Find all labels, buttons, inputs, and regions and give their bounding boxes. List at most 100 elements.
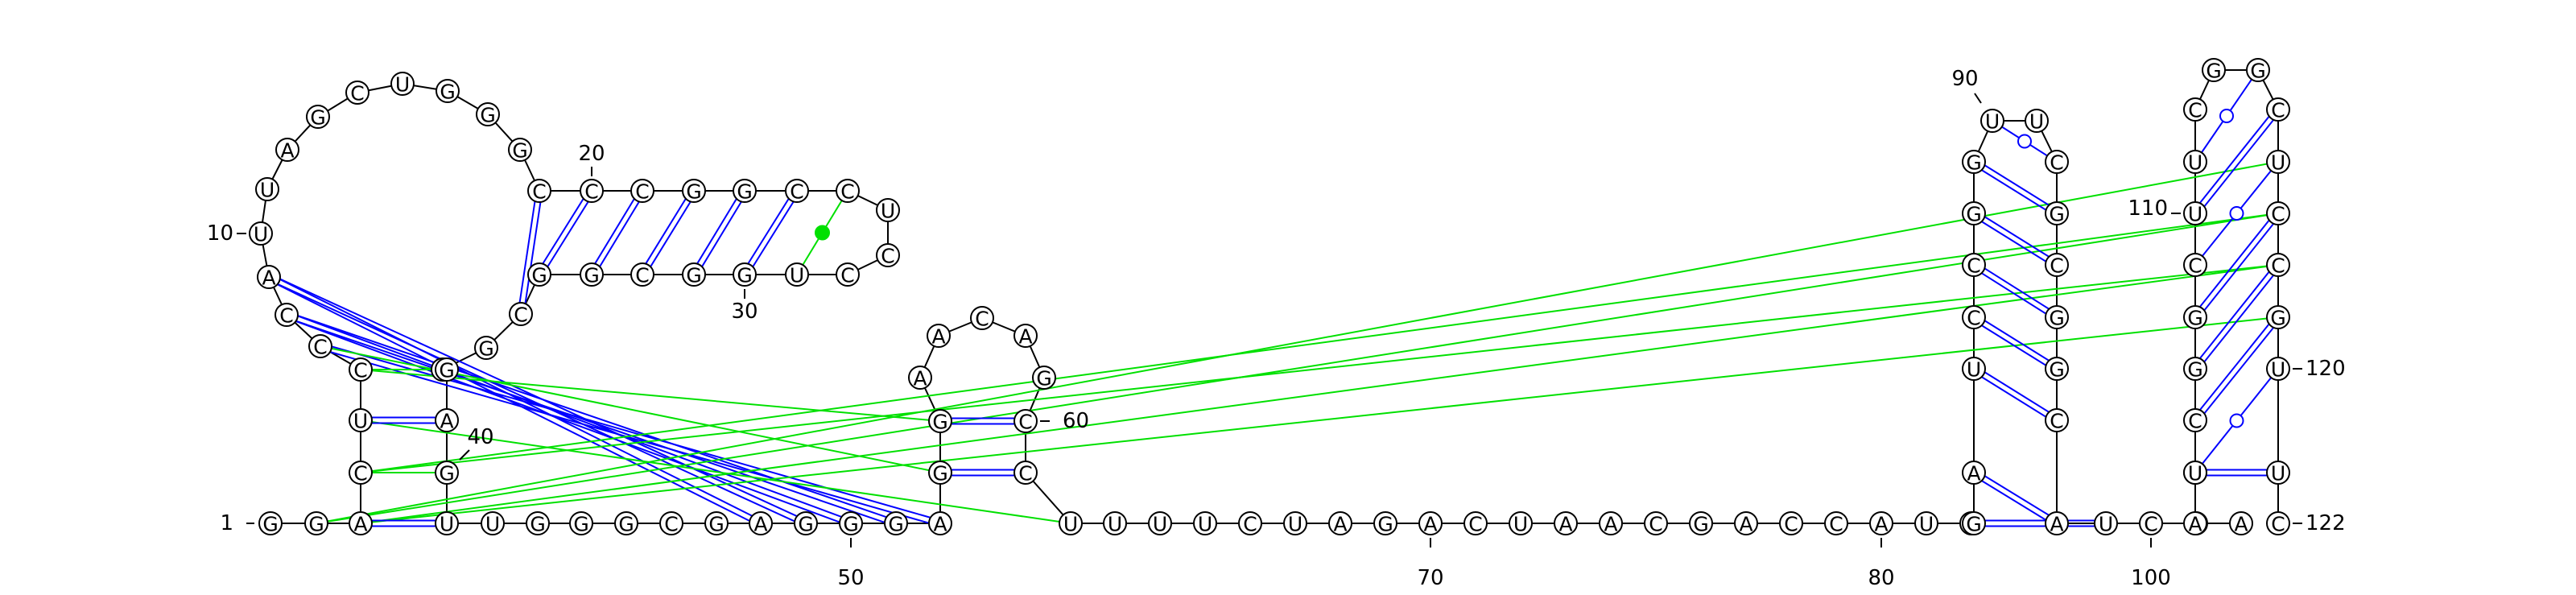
nucleotide-circle <box>2045 253 2069 277</box>
nucleotide: G <box>884 511 908 536</box>
position-label: 40 <box>467 425 493 449</box>
nucleotide-letter: G <box>737 264 752 287</box>
base-pair-layer <box>361 69 2281 527</box>
nucleotide-letter: C <box>2271 513 2285 536</box>
nucleotide-circle <box>1962 253 1986 277</box>
nucleotide-letter: U <box>881 200 895 223</box>
position-tick <box>459 449 470 461</box>
nucleotide-letter: U <box>1967 358 1981 382</box>
nucleotide: G <box>304 511 328 536</box>
pseudoknot-pair-line <box>360 419 1071 524</box>
nucleotide-circle <box>908 366 932 390</box>
nucleotide: A <box>349 511 373 536</box>
nucleotide-circle <box>1148 511 1172 535</box>
nucleotide-letter: C <box>279 304 293 328</box>
nucleotide-circle <box>2266 97 2290 122</box>
nucleotide: C <box>2045 150 2069 175</box>
pseudoknot-pair-line <box>287 311 898 522</box>
nucleotide: G <box>682 262 706 287</box>
nucleotide-letter: G <box>798 513 813 536</box>
nucleotide-circle <box>630 179 654 203</box>
nucleotide-letter: G <box>584 264 599 287</box>
nucleotide-circle <box>2025 109 2049 133</box>
nucleotide-layer: GGACUCCCAUUAGCUGGGCCCGGCCUCCUGGCGGCGGGAG… <box>249 58 2290 536</box>
nucleotide: U <box>481 511 505 536</box>
nucleotide: G <box>2183 357 2207 382</box>
nucleotide-circle <box>2202 58 2226 82</box>
nucleotide-circle <box>733 262 757 287</box>
nucleotide-letter: G <box>2187 307 2202 330</box>
nucleotide-circle <box>682 262 706 287</box>
nucleotide: C <box>1238 511 1262 536</box>
nucleotide: G <box>2045 201 2069 226</box>
base-pair-line <box>639 188 692 274</box>
nucleotide-circle <box>2183 150 2207 174</box>
nucleotide-circle <box>1779 511 1803 535</box>
nucleotide-circle <box>527 179 551 203</box>
nucleotide-letter: G <box>1966 203 1981 226</box>
nucleotide: C <box>836 262 860 287</box>
nucleotide-circle <box>2183 357 2207 381</box>
nucleotide-letter: G <box>2250 60 2265 83</box>
nucleotide: A <box>927 324 951 349</box>
pseudoknot-pair-line <box>266 279 760 527</box>
nucleotide-circle <box>435 461 459 485</box>
nucleotide-letter: A <box>2050 513 2063 536</box>
nucleotide: C <box>970 306 994 331</box>
position-label: 20 <box>578 142 605 166</box>
nucleotide: C <box>1013 409 1038 434</box>
nucleotide: G <box>569 511 593 536</box>
gu-pair-marker <box>2229 413 2244 428</box>
base-pair-line <box>1971 215 2056 268</box>
nucleotide: C <box>345 81 369 105</box>
nucleotide: C <box>2045 408 2069 433</box>
nucleotide-circle <box>2183 253 2207 277</box>
base-pair-line <box>2196 266 2281 371</box>
nucleotide-letter: C <box>2271 254 2285 278</box>
nucleotide-letter: G <box>1693 513 1708 536</box>
nucleotide-letter: C <box>2188 254 2202 278</box>
nucleotide: C <box>1013 461 1038 486</box>
nucleotide: A <box>1869 511 1893 536</box>
nucleotide-circle <box>349 357 373 382</box>
nucleotide-letter: G <box>573 513 588 536</box>
nucleotide-letter: G <box>480 104 495 127</box>
nucleotide: C <box>2183 97 2207 122</box>
nucleotide: A <box>1599 511 1623 536</box>
nucleotide: G <box>508 138 532 163</box>
pseudoknot-pair-line <box>316 213 2279 524</box>
nucleotide-letter: A <box>1558 513 1572 536</box>
nucleotide: U <box>1980 109 2004 134</box>
nucleotide: G <box>1962 511 1986 536</box>
base-pair-line <box>1971 267 2056 320</box>
nucleotide: C <box>2266 97 2290 122</box>
nucleotide-circle <box>526 511 550 535</box>
base-pair-line <box>1971 319 2056 372</box>
nucleotide-letter: G <box>440 81 455 104</box>
nucleotide: G <box>2202 58 2226 83</box>
nucleotide-letter: G <box>439 359 454 382</box>
position-label: 70 <box>1417 566 1443 590</box>
nucleotide-letter: G <box>308 513 324 536</box>
nucleotide: A <box>1962 461 1986 486</box>
nucleotide: G <box>2246 58 2270 83</box>
nucleotide: U <box>1509 511 1533 536</box>
nucleotide: G <box>2183 305 2207 330</box>
nucleotide: A <box>908 366 932 390</box>
nucleotide-circle <box>1283 511 1307 535</box>
position-label: 90 <box>1951 67 1978 91</box>
nucleotide-letter: A <box>1423 513 1437 536</box>
base-pair-line <box>2196 318 2281 423</box>
nucleotide-circle <box>304 511 328 535</box>
nucleotide-letter: A <box>353 513 367 536</box>
nucleotide-letter: G <box>618 513 634 536</box>
nucleotide: C <box>836 179 860 204</box>
nucleotide-letter: U <box>2188 151 2202 175</box>
nucleotide-circle <box>1689 511 1713 535</box>
position-label: 30 <box>731 300 758 324</box>
nucleotide-circle <box>927 324 951 348</box>
nucleotide-circle <box>436 79 460 103</box>
nucleotide-letter: U <box>260 179 275 202</box>
nucleotide-letter: C <box>1243 513 1257 536</box>
